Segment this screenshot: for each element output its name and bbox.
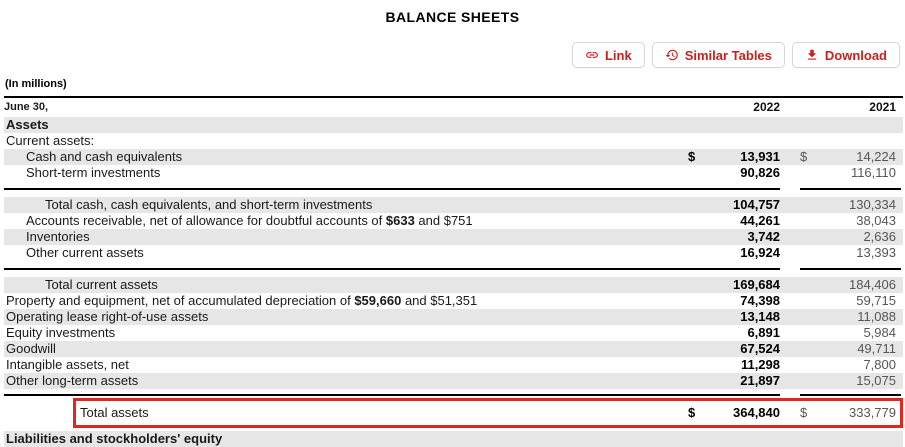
table-row: Goodwill 67,524 49,711 xyxy=(4,341,903,357)
table-row: Accounts receivable, net of allowance fo… xyxy=(26,213,896,228)
table-row: Total cash, cash equivalents, and short-… xyxy=(4,197,903,213)
table-row: Other long-term assets 21,897 15,075 xyxy=(4,373,903,389)
download-icon xyxy=(805,48,819,62)
top-rule xyxy=(4,96,903,98)
header-col-2022: 2022 xyxy=(753,100,780,114)
table-row: Equity investments 6,891 5,984 xyxy=(6,325,896,340)
table-row: Short-term investments 90,826 116,110 xyxy=(26,165,896,180)
similar-tables-button-label: Similar Tables xyxy=(684,47,772,63)
total-assets-2022-dollar: $ xyxy=(688,405,696,420)
table-row: Cash and cash equivalents $13,931 $14,22… xyxy=(4,149,903,165)
page-title: BALANCE SHEETS xyxy=(385,9,520,25)
download-button-label: Download xyxy=(824,47,887,63)
total-assets-label: Total assets xyxy=(80,405,149,420)
section-separator-line xyxy=(4,394,903,396)
table-row: Total current assets 169,684 184,406 xyxy=(4,277,903,293)
table-row: Property and equipment, net of accumulat… xyxy=(6,293,896,308)
liabilities-section-row: Liabilities and stockholders' equity xyxy=(4,431,903,447)
liabilities-section-label: Liabilities and stockholders' equity xyxy=(6,431,223,446)
units-label: (In millions) xyxy=(5,78,67,90)
table-row: Current assets: xyxy=(6,133,95,148)
table-row: Operating lease right-of-use assets 13,1… xyxy=(4,309,903,325)
toolbar: Link Similar Tables Download xyxy=(0,42,905,68)
table-header-row: June 30, 2022 2021 xyxy=(4,98,903,117)
download-button[interactable]: Download xyxy=(791,42,900,68)
total-assets-2022-value: 364,840 xyxy=(733,405,780,420)
link-icon xyxy=(585,48,599,62)
table-row: Intangible assets, net 11,298 7,800 xyxy=(6,357,896,372)
similar-tables-button[interactable]: Similar Tables xyxy=(651,42,785,68)
total-assets-2021-dollar: $ xyxy=(800,405,808,420)
history-icon xyxy=(665,48,679,62)
section-separator-line xyxy=(4,188,903,190)
total-assets-row: Total assets $ 364,840 $ 333,779 xyxy=(76,401,900,425)
table-row: Other current assets 16,924 13,393 xyxy=(26,245,896,260)
section-separator-line xyxy=(4,268,903,270)
total-assets-2021-value: 333,779 xyxy=(849,405,896,420)
total-assets-highlight-box: Total assets $ 364,840 $ 333,779 xyxy=(73,398,903,428)
table-row: Inventories 3,742 2,636 xyxy=(4,229,903,245)
header-col-2021: 2021 xyxy=(869,100,896,114)
header-date-label: June 30, xyxy=(4,101,49,113)
table-body: Assets Current assets: Cash and cash equ… xyxy=(0,117,905,396)
link-button-label: Link xyxy=(604,47,632,63)
link-button[interactable]: Link xyxy=(571,42,645,68)
table-row: Assets xyxy=(4,117,903,133)
